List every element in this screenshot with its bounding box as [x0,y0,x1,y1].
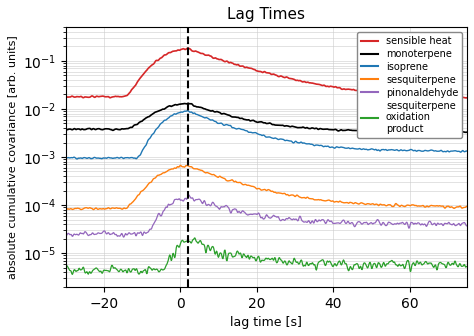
sesquiterpene [296,195,302,199]
monoterpene [296,126,302,130]
sesquiterpene [464,204,470,208]
pinonaldehyde [368,220,374,224]
sensible heat [464,96,470,100]
sesquiterpene [409,203,415,207]
sesquiterpene
oxidation
product [88,271,94,275]
sesquiterpene
oxidation
product [319,258,325,262]
isoprene [74,157,80,161]
Line: sesquiterpene: sesquiterpene [66,165,467,210]
sesquiterpene [368,202,374,206]
sesquiterpene
oxidation
product [410,262,415,266]
X-axis label: lag time [s]: lag time [s] [230,316,302,329]
monoterpene [319,127,325,131]
isoprene [368,147,374,151]
Line: sensible heat: sensible heat [66,48,467,98]
sesquiterpene [88,206,93,210]
monoterpene [88,127,93,131]
monoterpene [307,127,313,131]
isoprene [63,156,69,160]
Y-axis label: absolute cumulative covariance [arb. units]: absolute cumulative covariance [arb. uni… [7,35,17,279]
pinonaldehyde [297,214,302,218]
isoprene [319,144,325,148]
pinonaldehyde [410,221,415,225]
isoprene [297,141,302,145]
isoprene [88,157,94,161]
sesquiterpene [63,208,69,212]
sesquiterpene
oxidation
product [69,272,75,277]
pinonaldehyde [308,221,313,225]
sesquiterpene
oxidation
product [63,263,69,267]
monoterpene [185,101,191,106]
sensible heat [307,81,313,85]
pinonaldehyde [186,193,191,197]
monoterpene [464,130,470,134]
sensible heat [368,90,374,94]
sesquiterpene [177,163,183,167]
isoprene [185,109,191,113]
monoterpene [409,130,415,134]
monoterpene [368,129,374,133]
Title: Lag Times: Lag Times [228,7,305,22]
monoterpene [455,131,461,135]
isoprene [464,149,470,153]
sensible heat [63,94,69,98]
monoterpene [63,127,69,131]
sensible heat [409,94,415,98]
sensible heat [463,96,469,100]
isoprene [410,148,415,152]
sesquiterpene
oxidation
product [464,264,470,268]
pinonaldehyde [88,233,93,237]
sesquiterpene
oxidation
product [308,261,313,265]
pinonaldehyde [464,224,470,228]
Line: isoprene: isoprene [66,111,467,159]
sesquiterpene [319,198,325,202]
Line: sesquiterpene
oxidation
product: sesquiterpene oxidation product [66,238,467,275]
Line: monoterpene: monoterpene [66,103,467,133]
Legend: sensible heat, monoterpene, isoprene, sesquiterpene, pinonaldehyde, sesquiterpen: sensible heat, monoterpene, isoprene, se… [357,32,462,138]
sensible heat [296,79,302,83]
sesquiterpene
oxidation
product [368,264,374,268]
isoprene [308,142,313,146]
pinonaldehyde [319,218,325,222]
sensible heat [185,46,191,50]
sensible heat [88,95,93,99]
sesquiterpene
oxidation
product [192,236,198,240]
pinonaldehyde [63,234,69,238]
sensible heat [319,83,325,87]
sesquiterpene
oxidation
product [297,261,302,265]
Line: pinonaldehyde: pinonaldehyde [66,195,467,237]
pinonaldehyde [121,235,127,239]
sesquiterpene [307,197,313,201]
